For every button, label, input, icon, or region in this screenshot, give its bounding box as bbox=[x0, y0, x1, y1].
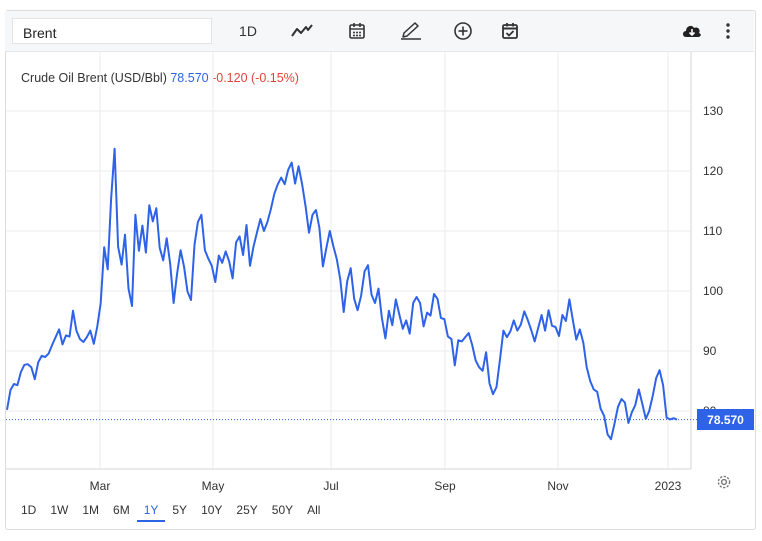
gear-icon[interactable] bbox=[716, 474, 732, 490]
range-1y[interactable]: 1Y bbox=[136, 500, 166, 522]
current-price-tag: 78.570 bbox=[697, 409, 754, 431]
pencil-icon[interactable] bbox=[398, 18, 424, 44]
x-tick-label: 2023 bbox=[654, 479, 682, 493]
plus-circle-icon[interactable] bbox=[450, 18, 476, 44]
search-input[interactable]: Brent bbox=[12, 18, 212, 44]
range-1d[interactable]: 1D bbox=[21, 503, 37, 517]
line-chart-icon[interactable] bbox=[289, 18, 315, 44]
instrument-name: Crude Oil Brent (USD/Bbl) bbox=[21, 71, 167, 85]
y-tick-label: 130 bbox=[703, 104, 724, 118]
y-tick-label: 90 bbox=[703, 344, 717, 358]
price-series-line bbox=[6, 147, 678, 441]
y-tick-label: 120 bbox=[703, 164, 724, 178]
x-tick-label: May bbox=[201, 479, 225, 493]
x-tick-label: Jul bbox=[323, 479, 339, 493]
calendar-check-icon[interactable] bbox=[497, 18, 523, 44]
range-all[interactable]: All bbox=[307, 503, 321, 517]
calendar-icon[interactable] bbox=[344, 18, 370, 44]
range-50y[interactable]: 50Y bbox=[271, 503, 294, 517]
range-selector: 1D 1W 1M 6M 1Y 5Y 10Y 25Y 50Y All bbox=[14, 500, 327, 522]
range-25y[interactable]: 25Y bbox=[236, 503, 258, 517]
range-5y[interactable]: 5Y bbox=[172, 503, 188, 517]
price-change: -0.120 (-0.15%) bbox=[212, 71, 299, 85]
x-tick-label: Nov bbox=[547, 479, 569, 493]
current-price: 78.570 bbox=[170, 71, 209, 85]
cloud-download-icon[interactable] bbox=[679, 18, 705, 44]
x-tick-label: Mar bbox=[89, 479, 111, 493]
x-tick-label: Sep bbox=[434, 479, 456, 493]
y-tick-label: 100 bbox=[703, 284, 724, 298]
range-6m[interactable]: 6M bbox=[113, 503, 130, 517]
y-tick-label: 110 bbox=[703, 224, 723, 238]
range-1w[interactable]: 1W bbox=[50, 503, 69, 517]
more-vert-icon[interactable] bbox=[716, 18, 740, 44]
chart-title: Crude Oil Brent (USD/Bbl) 78.570 -0.120 … bbox=[21, 71, 299, 85]
range-10y[interactable]: 10Y bbox=[201, 503, 223, 517]
chart-frame bbox=[5, 10, 756, 530]
interval-button[interactable]: 1D bbox=[239, 23, 257, 39]
range-1m[interactable]: 1M bbox=[82, 503, 100, 517]
